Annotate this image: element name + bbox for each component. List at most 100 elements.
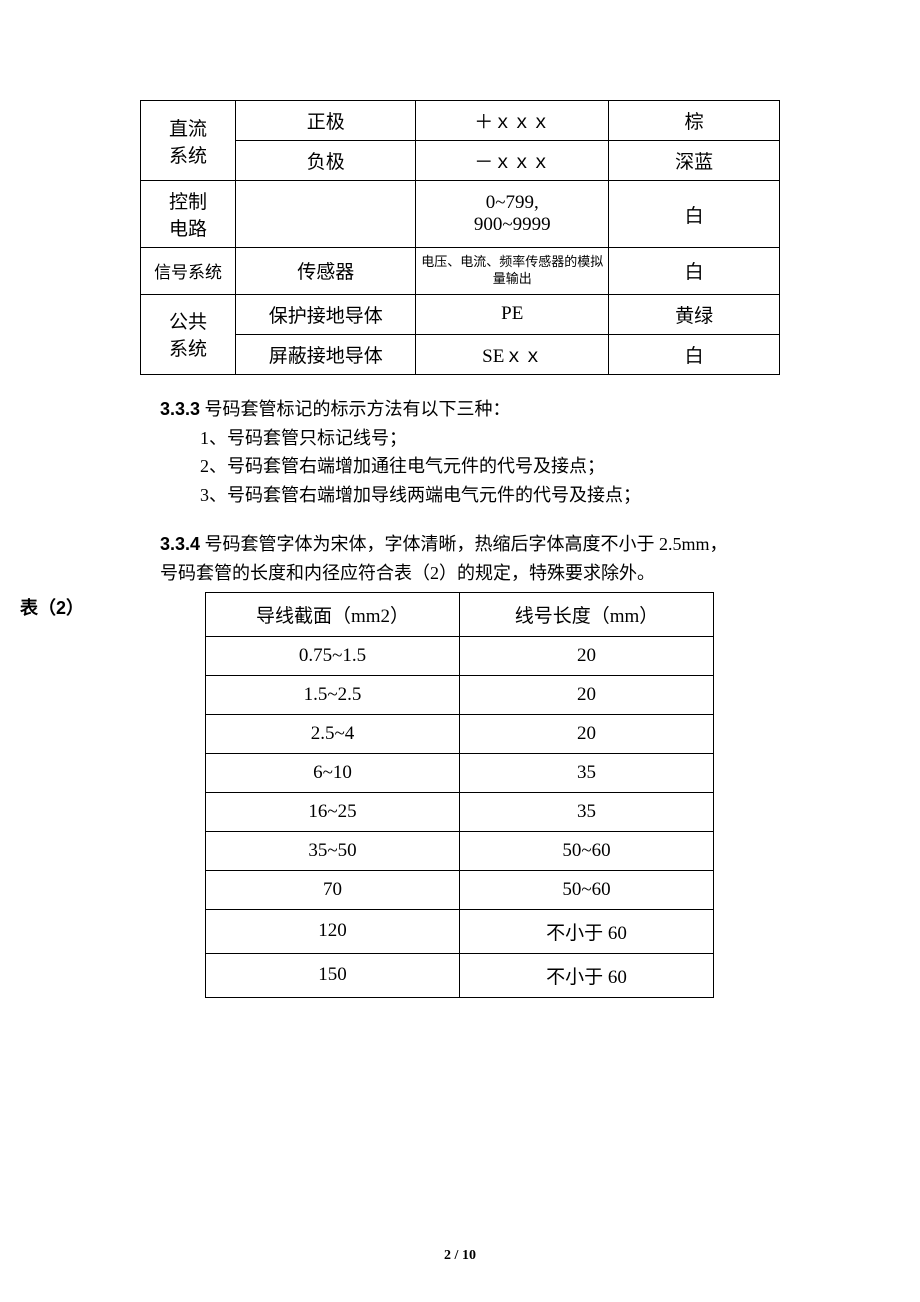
cell-text: 20 bbox=[577, 684, 596, 705]
t2-cell: 120 bbox=[206, 909, 460, 953]
section-number: 3.3.4 bbox=[160, 534, 200, 554]
t1-cell: 公共 系统 bbox=[141, 294, 236, 374]
cell-text: 保护接地导体 bbox=[269, 306, 383, 327]
t2-cell: 150 bbox=[206, 953, 460, 997]
t2-cell: 0.75~1.5 bbox=[206, 636, 460, 675]
section-title: 号码套管标记的标示方法有以下三种： bbox=[205, 399, 511, 419]
table-row: 控制 电路 0~799, 900~9999 白 bbox=[141, 181, 780, 248]
section-333: 3.3.3 号码套管标记的标示方法有以下三种： 1、号码套管只标记线号； 2、号… bbox=[160, 395, 780, 510]
list-item: 3、号码套管右端增加导线两端电气元件的代号及接点； bbox=[200, 481, 780, 510]
cell-text: 0~799, 900~9999 bbox=[474, 192, 551, 235]
t1-cell: 黄绿 bbox=[609, 294, 780, 334]
t1-cell: 白 bbox=[609, 248, 780, 295]
cell-text: 35 bbox=[577, 801, 596, 822]
t1-cell: ＋ｘｘｘ bbox=[416, 101, 609, 141]
t2-cell: 35~50 bbox=[206, 831, 460, 870]
cell-text: 50~60 bbox=[562, 840, 610, 861]
t2-cell: 20 bbox=[460, 636, 714, 675]
cell-text: 35 bbox=[577, 762, 596, 783]
cell-text: 公共 系统 bbox=[169, 312, 207, 360]
table-row: 35~50 50~60 bbox=[206, 831, 714, 870]
t2-header: 导线截面（mm2） bbox=[206, 592, 460, 636]
section-334: 3.3.4 号码套管字体为宋体，字体清晰，热缩后字体高度不小于 2.5mm， 号… bbox=[160, 530, 780, 588]
cell-text: 1.5~2.5 bbox=[304, 684, 362, 705]
t1-cell: －ｘｘｘ bbox=[416, 141, 609, 181]
cell-text: 白 bbox=[685, 346, 704, 367]
t1-cell: PE bbox=[416, 294, 609, 334]
cell-text: 35~50 bbox=[308, 840, 356, 861]
t1-cell: 正极 bbox=[236, 101, 416, 141]
table-row: 1.5~2.5 20 bbox=[206, 675, 714, 714]
cell-text: PE bbox=[501, 303, 523, 324]
cell-text: 负极 bbox=[307, 152, 345, 173]
t1-cell: 屏蔽接地导体 bbox=[236, 334, 416, 374]
cell-text: 线号长度（mm） bbox=[515, 606, 659, 627]
table-row: 屏蔽接地导体 SEｘｘ 白 bbox=[141, 334, 780, 374]
t1-cell: 棕 bbox=[609, 101, 780, 141]
cell-text: ＋ｘｘｘ bbox=[474, 112, 550, 133]
page-footer: 2 / 10 bbox=[0, 1248, 920, 1264]
t1-cell: 电压、电流、频率传感器的模拟量输出 bbox=[416, 248, 609, 295]
table-row: 6~10 35 bbox=[206, 753, 714, 792]
page: 直流 系统 正极 ＋ｘｘｘ 棕 负极 －ｘｘｘ 深蓝 控制 电路 0~799, … bbox=[0, 0, 920, 1302]
list-item: 2、号码套管右端增加通往电气元件的代号及接点； bbox=[200, 452, 780, 481]
cell-text: 70 bbox=[323, 879, 342, 900]
cell-text: 50~60 bbox=[562, 879, 610, 900]
table-row: 信号系统 传感器 电压、电流、频率传感器的模拟量输出 白 bbox=[141, 248, 780, 295]
t2-cell: 35 bbox=[460, 792, 714, 831]
t1-cell: SEｘｘ bbox=[416, 334, 609, 374]
cell-text: 控制 电路 bbox=[169, 192, 207, 240]
cell-text: 导线截面（mm2） bbox=[256, 606, 409, 627]
table-2: 导线截面（mm2） 线号长度（mm） 0.75~1.520 1.5~2.520 … bbox=[205, 592, 714, 998]
section-text-line: 号码套管字体为宋体，字体清晰，热缩后字体高度不小于 2.5mm， bbox=[205, 534, 728, 554]
t1-cell: 白 bbox=[609, 334, 780, 374]
cell-text: 20 bbox=[577, 645, 596, 666]
table-row: 2.5~4 20 bbox=[206, 714, 714, 753]
table-row: 16~25 35 bbox=[206, 792, 714, 831]
table-1: 直流 系统 正极 ＋ｘｘｘ 棕 负极 －ｘｘｘ 深蓝 控制 电路 0~799, … bbox=[140, 100, 780, 375]
cell-text: 不小于 60 bbox=[546, 967, 627, 988]
cell-text: 20 bbox=[577, 723, 596, 744]
cell-text: 深蓝 bbox=[675, 152, 713, 173]
table-row: 负极 －ｘｘｘ 深蓝 bbox=[141, 141, 780, 181]
cell-text: 2.5~4 bbox=[311, 723, 355, 744]
page-total: 10 bbox=[462, 1248, 476, 1263]
section-text-line: 号码套管的长度和内径应符合表（2）的规定，特殊要求除外。 bbox=[160, 563, 655, 583]
t2-cell: 6~10 bbox=[206, 753, 460, 792]
cell-text: 棕 bbox=[685, 112, 704, 133]
t2-cell: 2.5~4 bbox=[206, 714, 460, 753]
t2-cell: 1.5~2.5 bbox=[206, 675, 460, 714]
cell-text: 不小于 60 bbox=[546, 923, 627, 944]
t2-cell: 20 bbox=[460, 714, 714, 753]
table-row: 70 50~60 bbox=[206, 870, 714, 909]
t2-cell: 16~25 bbox=[206, 792, 460, 831]
cell-text: 白 bbox=[685, 206, 704, 227]
page-number: 2 bbox=[444, 1248, 451, 1263]
t1-cell bbox=[236, 181, 416, 248]
page-sep: / bbox=[451, 1248, 462, 1263]
t2-cell: 不小于 60 bbox=[460, 909, 714, 953]
cell-text: 0.75~1.5 bbox=[299, 645, 366, 666]
cell-text: 屏蔽接地导体 bbox=[269, 346, 383, 367]
t1-cell: 保护接地导体 bbox=[236, 294, 416, 334]
table-row: 直流 系统 正极 ＋ｘｘｘ 棕 bbox=[141, 101, 780, 141]
t1-cell: 深蓝 bbox=[609, 141, 780, 181]
cell-text: 信号系统 bbox=[154, 263, 222, 282]
t2-header: 线号长度（mm） bbox=[460, 592, 714, 636]
cell-text: 150 bbox=[318, 964, 347, 985]
table-row: 0.75~1.5 20 bbox=[206, 636, 714, 675]
cell-text: 120 bbox=[318, 920, 347, 941]
t1-cell: 负极 bbox=[236, 141, 416, 181]
t1-cell: 白 bbox=[609, 181, 780, 248]
table-row: 120 不小于 60 bbox=[206, 909, 714, 953]
t2-cell: 50~60 bbox=[460, 870, 714, 909]
table-row: 导线截面（mm2） 线号长度（mm） bbox=[206, 592, 714, 636]
cell-text: 16~25 bbox=[308, 801, 356, 822]
t2-cell: 70 bbox=[206, 870, 460, 909]
t1-cell: 直流 系统 bbox=[141, 101, 236, 181]
t2-cell: 20 bbox=[460, 675, 714, 714]
t1-cell: 控制 电路 bbox=[141, 181, 236, 248]
section-number: 3.3.3 bbox=[160, 399, 200, 419]
t1-cell: 信号系统 bbox=[141, 248, 236, 295]
cell-text: SEｘｘ bbox=[482, 346, 542, 367]
